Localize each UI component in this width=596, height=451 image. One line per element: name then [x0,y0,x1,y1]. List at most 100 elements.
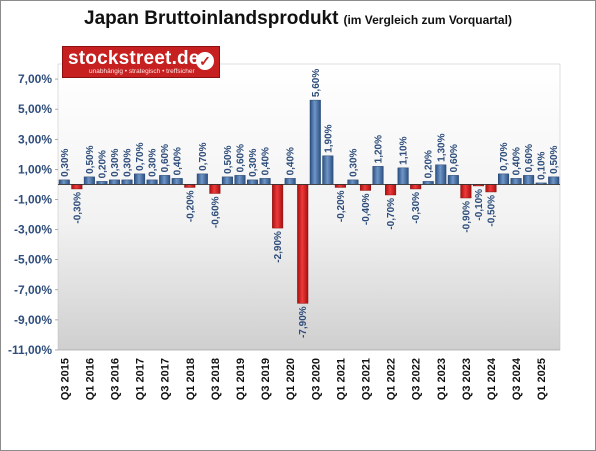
logo-brand: stockstreet.de [68,48,200,69]
bar [58,179,70,185]
bar [410,184,422,190]
x-tick-label: Q3 2015 [59,358,71,400]
bar [71,184,83,190]
x-tick-label: Q3 2024 [511,357,523,400]
data-label: 0,40% [286,147,297,175]
data-label: 0,40% [512,147,523,175]
data-label: 0,30% [123,148,134,176]
data-label: 0,40% [261,147,272,175]
bar [435,164,447,185]
data-label: 0,30% [348,148,359,176]
x-tick-label: Q1 2019 [235,358,247,400]
x-tick-label: Q3 2023 [461,358,473,400]
bar [96,181,108,185]
bar [347,179,359,185]
bar [171,178,183,185]
data-label: 0,20% [97,150,108,178]
data-label: -0,90% [461,201,472,233]
data-label: -7,90% [298,306,309,338]
data-label: 0,10% [537,151,548,179]
data-label: 0,60% [235,144,246,172]
data-label: -2,90% [273,231,284,263]
plot-area [57,63,561,351]
data-label: 0,30% [248,148,259,176]
data-label: 0,50% [223,145,234,173]
bar [447,175,459,185]
data-label: -0,70% [386,198,397,230]
bar [247,179,259,185]
bar [83,176,95,185]
data-label: 0,60% [160,144,171,172]
x-axis: Q3 2015 Q1 2016 Q3 2016 Q1 2017 Q3 2017 Q1 20… [58,349,560,400]
bar [498,173,510,185]
x-tick-label: Q3 2020 [310,358,322,400]
y-tick-label: -7,00% [14,283,52,297]
x-tick-label: Q1 2016 [84,358,96,400]
logo-tagline: unabhängig • strategisch • treffsicher [89,68,195,75]
y-tick-label: -9,00% [14,313,52,327]
chart-title: Japan Bruttoinlandsprodukt [84,8,339,29]
x-tick-label: Q3 2022 [411,358,423,400]
bar [523,175,535,185]
y-tick-label: 3,00% [18,132,52,146]
bars [58,99,560,304]
data-label: 0,70% [198,142,209,170]
bar [259,178,271,185]
bar [309,99,321,185]
data-label: 1,10% [399,136,410,164]
x-tick-label: Q1 2021 [335,358,347,400]
bar [121,179,133,185]
bar [159,175,171,185]
data-label: 0,50% [549,145,560,173]
data-label: -0,50% [486,195,497,227]
data-label: 1,20% [374,135,385,163]
bar [359,184,371,191]
bar [209,184,221,194]
x-tick-label: Q1 2018 [185,358,197,400]
data-label: 0,30% [110,148,121,176]
x-tick-label: Q3 2016 [109,358,121,400]
data-label: -0,40% [361,193,372,225]
data-label: 0,60% [524,144,535,172]
data-label: 0,30% [148,148,159,176]
data-label: 0,70% [499,142,510,170]
data-label: 0,70% [135,142,146,170]
x-tick-label: Q1 2022 [386,358,398,400]
chart-subtitle: (im Vergleich zum Vorquartal) [343,13,512,27]
y-tick-label: -11,00% [8,343,52,357]
bar [272,184,284,229]
y-tick-label: 7,00% [18,72,52,86]
check-icon: ✓ [196,52,214,70]
bar [134,173,146,185]
data-label: 0,30% [60,148,71,176]
y-axis: 7,00% 5,00% 3,00% 1,00% -1,00% -3,00% -5,00% -7… [8,72,58,357]
data-label: -0,20% [336,190,347,222]
bar [397,167,409,185]
x-tick-label: Q3 2019 [260,358,272,400]
bar [510,178,522,185]
x-tick-label: Q3 2017 [160,358,172,400]
y-tick-label: 1,00% [18,162,52,176]
x-tick-label: Q3 2018 [210,358,222,400]
data-label: -0,20% [185,190,196,222]
data-label: 1,90% [323,124,334,152]
y-tick-label: -1,00% [14,192,52,206]
bar [221,176,233,185]
bar [422,181,434,185]
x-tick-label: Q1 2020 [285,358,297,400]
y-tick-label: 5,00% [18,102,52,116]
x-tick-label: Q1 2023 [436,358,448,400]
data-label: -0,30% [411,192,422,224]
data-label: 5,60% [311,69,322,97]
bar [460,184,472,199]
y-tick-label: -5,00% [14,253,52,267]
data-label: 1,30% [436,133,447,161]
x-tick-label: Q3 2021 [360,358,372,400]
x-tick-label: Q1 2024 [486,357,498,400]
bar [322,155,334,185]
x-tick-label: Q1 2025 [536,358,548,400]
data-label: 0,60% [449,144,460,172]
bar [297,184,309,304]
data-label: -0,60% [210,196,221,228]
